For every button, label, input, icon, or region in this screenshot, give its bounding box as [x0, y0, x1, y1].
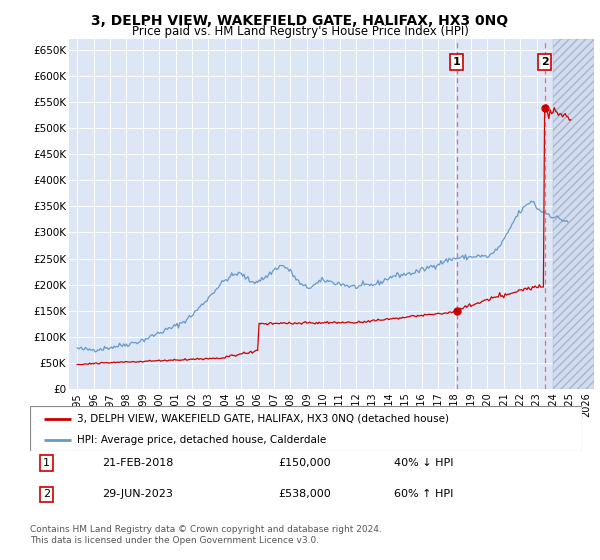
Text: 2: 2 — [541, 57, 548, 67]
Text: 2: 2 — [43, 489, 50, 500]
Text: HPI: Average price, detached house, Calderdale: HPI: Average price, detached house, Cald… — [77, 435, 326, 445]
Polygon shape — [553, 39, 594, 389]
Text: 1: 1 — [43, 458, 50, 468]
Polygon shape — [553, 39, 594, 389]
Text: 60% ↑ HPI: 60% ↑ HPI — [394, 489, 454, 500]
Text: 3, DELPH VIEW, WAKEFIELD GATE, HALIFAX, HX3 0NQ (detached house): 3, DELPH VIEW, WAKEFIELD GATE, HALIFAX, … — [77, 413, 449, 423]
Text: 3, DELPH VIEW, WAKEFIELD GATE, HALIFAX, HX3 0NQ: 3, DELPH VIEW, WAKEFIELD GATE, HALIFAX, … — [91, 14, 509, 28]
Text: 40% ↓ HPI: 40% ↓ HPI — [394, 458, 454, 468]
Text: £150,000: £150,000 — [278, 458, 331, 468]
Text: Contains HM Land Registry data © Crown copyright and database right 2024.
This d: Contains HM Land Registry data © Crown c… — [30, 525, 382, 545]
Text: 1: 1 — [453, 57, 461, 67]
Text: 21-FEB-2018: 21-FEB-2018 — [102, 458, 173, 468]
Text: 29-JUN-2023: 29-JUN-2023 — [102, 489, 173, 500]
Text: £538,000: £538,000 — [278, 489, 331, 500]
Text: Price paid vs. HM Land Registry's House Price Index (HPI): Price paid vs. HM Land Registry's House … — [131, 25, 469, 38]
